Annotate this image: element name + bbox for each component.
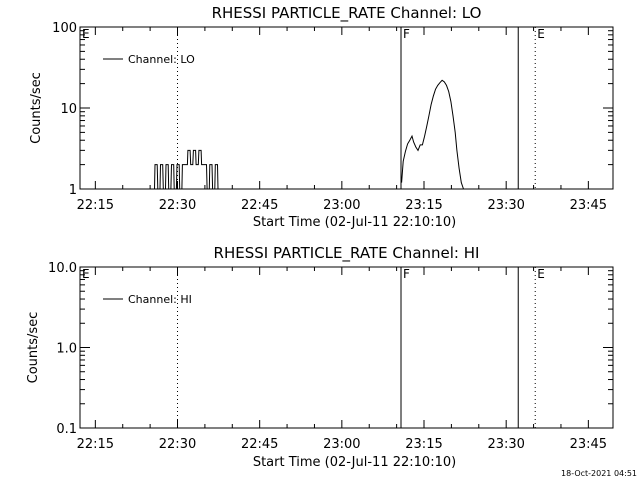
x-axis-label: Start Time (02-Jul-11 22:10:10) <box>253 215 456 230</box>
series-line <box>401 79 464 190</box>
event-marker-label: E <box>537 27 545 41</box>
event-marker-label: F <box>403 27 410 41</box>
x-tick-label: 23:00 <box>323 198 360 213</box>
x-tick-label: 22:45 <box>241 437 278 452</box>
x-tick-label: 23:15 <box>405 198 442 213</box>
y-tick-label: 100 <box>52 21 77 36</box>
chart-title: RHESSI PARTICLE_RATE Channel: HI <box>214 244 480 263</box>
event-marker-label: E <box>537 267 545 281</box>
x-tick-label: 22:45 <box>241 198 278 213</box>
x-tick-label: 23:15 <box>405 437 442 452</box>
plot-frame <box>79 26 614 190</box>
plot-frame <box>79 266 614 429</box>
series-line <box>154 149 219 190</box>
x-tick-label: 22:15 <box>77 198 114 213</box>
x-tick-label: 22:30 <box>159 198 196 213</box>
y-tick-label: 10.0 <box>48 261 77 276</box>
event-marker-label: F <box>403 267 410 281</box>
y-tick-label: 1.0 <box>56 342 77 357</box>
x-tick-label: 22:15 <box>77 437 114 452</box>
x-tick-label: 23:45 <box>570 198 607 213</box>
x-tick-label: 23:30 <box>487 198 524 213</box>
y-tick-label: 10 <box>60 102 77 117</box>
event-marker-label: E <box>82 27 90 41</box>
chart-lo-channel: RHESSI PARTICLE_RATE Channel: LO 22:15 22:… <box>29 4 614 230</box>
y-axis-label: Counts/sec <box>29 72 44 144</box>
legend-label: Channel: LO <box>128 53 195 66</box>
x-axis-label: Start Time (02-Jul-11 22:10:10) <box>253 455 456 470</box>
y-tick-label: 1 <box>69 183 77 198</box>
x-tick-label: 23:00 <box>323 437 360 452</box>
y-axis-label: Counts/sec <box>26 312 41 384</box>
footer-timestamp: 18-Oct-2021 04:51 <box>561 469 637 478</box>
x-tick-label: 23:45 <box>570 437 607 452</box>
event-marker-label: E <box>82 267 90 281</box>
legend-label: Channel: HI <box>128 293 192 306</box>
y-tick-label: 0.1 <box>56 422 77 437</box>
x-tick-label: 23:30 <box>487 437 524 452</box>
chart-hi-channel: RHESSI PARTICLE_RATE Channel: HI 22:15 22:… <box>26 244 614 470</box>
x-tick-label: 22:30 <box>159 437 196 452</box>
chart-title: RHESSI PARTICLE_RATE Channel: LO <box>212 4 482 23</box>
